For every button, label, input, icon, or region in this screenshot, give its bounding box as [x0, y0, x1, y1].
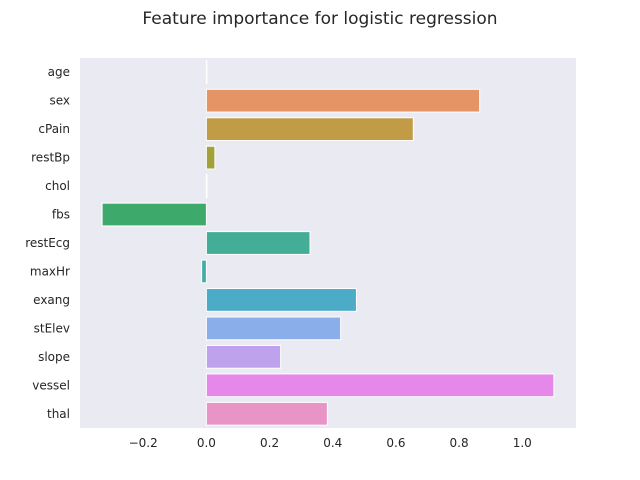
bar-maxHr — [201, 259, 207, 284]
bar-slope — [205, 344, 282, 369]
x-tick-label: 0.4 — [323, 436, 342, 450]
y-tick-label: maxHr — [30, 264, 70, 278]
bar-cPain — [205, 117, 414, 142]
y-tick-label: restBp — [31, 151, 70, 165]
x-tick-labels: −0.2 0.0 0.2 0.4 0.6 0.8 1.0 — [129, 436, 532, 450]
y-tick-label: age — [48, 65, 70, 79]
x-tick-label: 0.6 — [386, 436, 405, 450]
x-tick-label: 0.8 — [450, 436, 469, 450]
y-tick-label: cPain — [38, 122, 70, 136]
plot-area — [80, 58, 576, 428]
bar-exang — [205, 288, 357, 312]
y-tick-label: thal — [47, 407, 70, 421]
bar-restEcg — [205, 231, 311, 255]
bar-chol — [205, 174, 208, 198]
bar-age — [205, 60, 208, 85]
y-tick-label: sex — [49, 94, 70, 108]
y-tick-label: restEcg — [25, 236, 70, 250]
y-tick-label: fbs — [52, 208, 70, 222]
chart-title: Feature importance for logistic regressi… — [142, 9, 497, 29]
bar-vessel — [205, 373, 555, 398]
bars — [101, 60, 555, 426]
y-tick-label: exang — [33, 293, 70, 307]
y-tick-label: slope — [38, 350, 70, 364]
x-tick-label: 0.2 — [260, 436, 279, 450]
bar-fbs — [101, 202, 207, 227]
y-tick-label: vessel — [32, 378, 70, 392]
x-tick-label: −0.2 — [129, 436, 158, 450]
y-tick-label: stElev — [34, 321, 70, 335]
bar-restBp — [205, 145, 216, 170]
bar-stElev — [205, 316, 342, 341]
x-tick-label: 0.0 — [197, 436, 216, 450]
y-tick-labels: age sex cPain restBp chol fbs restEcg maxHr exan… — [25, 65, 70, 421]
bar-thal — [205, 401, 328, 426]
x-tick-label: 1.0 — [513, 436, 532, 450]
bar-sex — [205, 88, 481, 113]
y-tick-label: chol — [45, 179, 70, 193]
